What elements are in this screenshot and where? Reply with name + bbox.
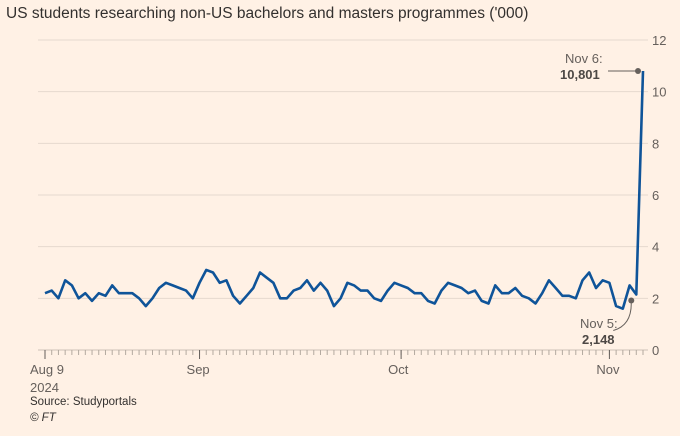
credit-text: © FT (30, 412, 56, 424)
y-tick-label: 6 (652, 188, 659, 203)
x-tick-label: Oct (388, 362, 409, 377)
y-tick-label: 4 (652, 240, 659, 255)
y-tick-label: 10 (652, 85, 666, 100)
y-tick-label: 8 (652, 136, 659, 151)
annotation-label: Nov 5: (580, 316, 618, 331)
annotation-value: 10,801 (560, 67, 600, 82)
x-tick-label: Aug 9 (30, 362, 64, 377)
x-tick-label: Sep (187, 362, 210, 377)
annotation-value: 2,148 (582, 332, 615, 347)
annotation-dot (635, 67, 641, 74)
y-tick-label: 12 (652, 33, 666, 48)
x-tick-label: Nov (596, 362, 620, 377)
data-series-line (44, 70, 645, 311)
y-tick-label: 2 (652, 291, 659, 306)
y-tick-label: 0 (652, 343, 659, 358)
chart-title: US students researching non-US bachelors… (6, 5, 529, 22)
annotation-label: Nov 6: (565, 51, 603, 66)
source-text: Source: Studyportals (30, 396, 137, 408)
year-label: 2024 (30, 380, 59, 395)
annotation-leader (613, 303, 632, 331)
annotation-dot (628, 297, 635, 304)
